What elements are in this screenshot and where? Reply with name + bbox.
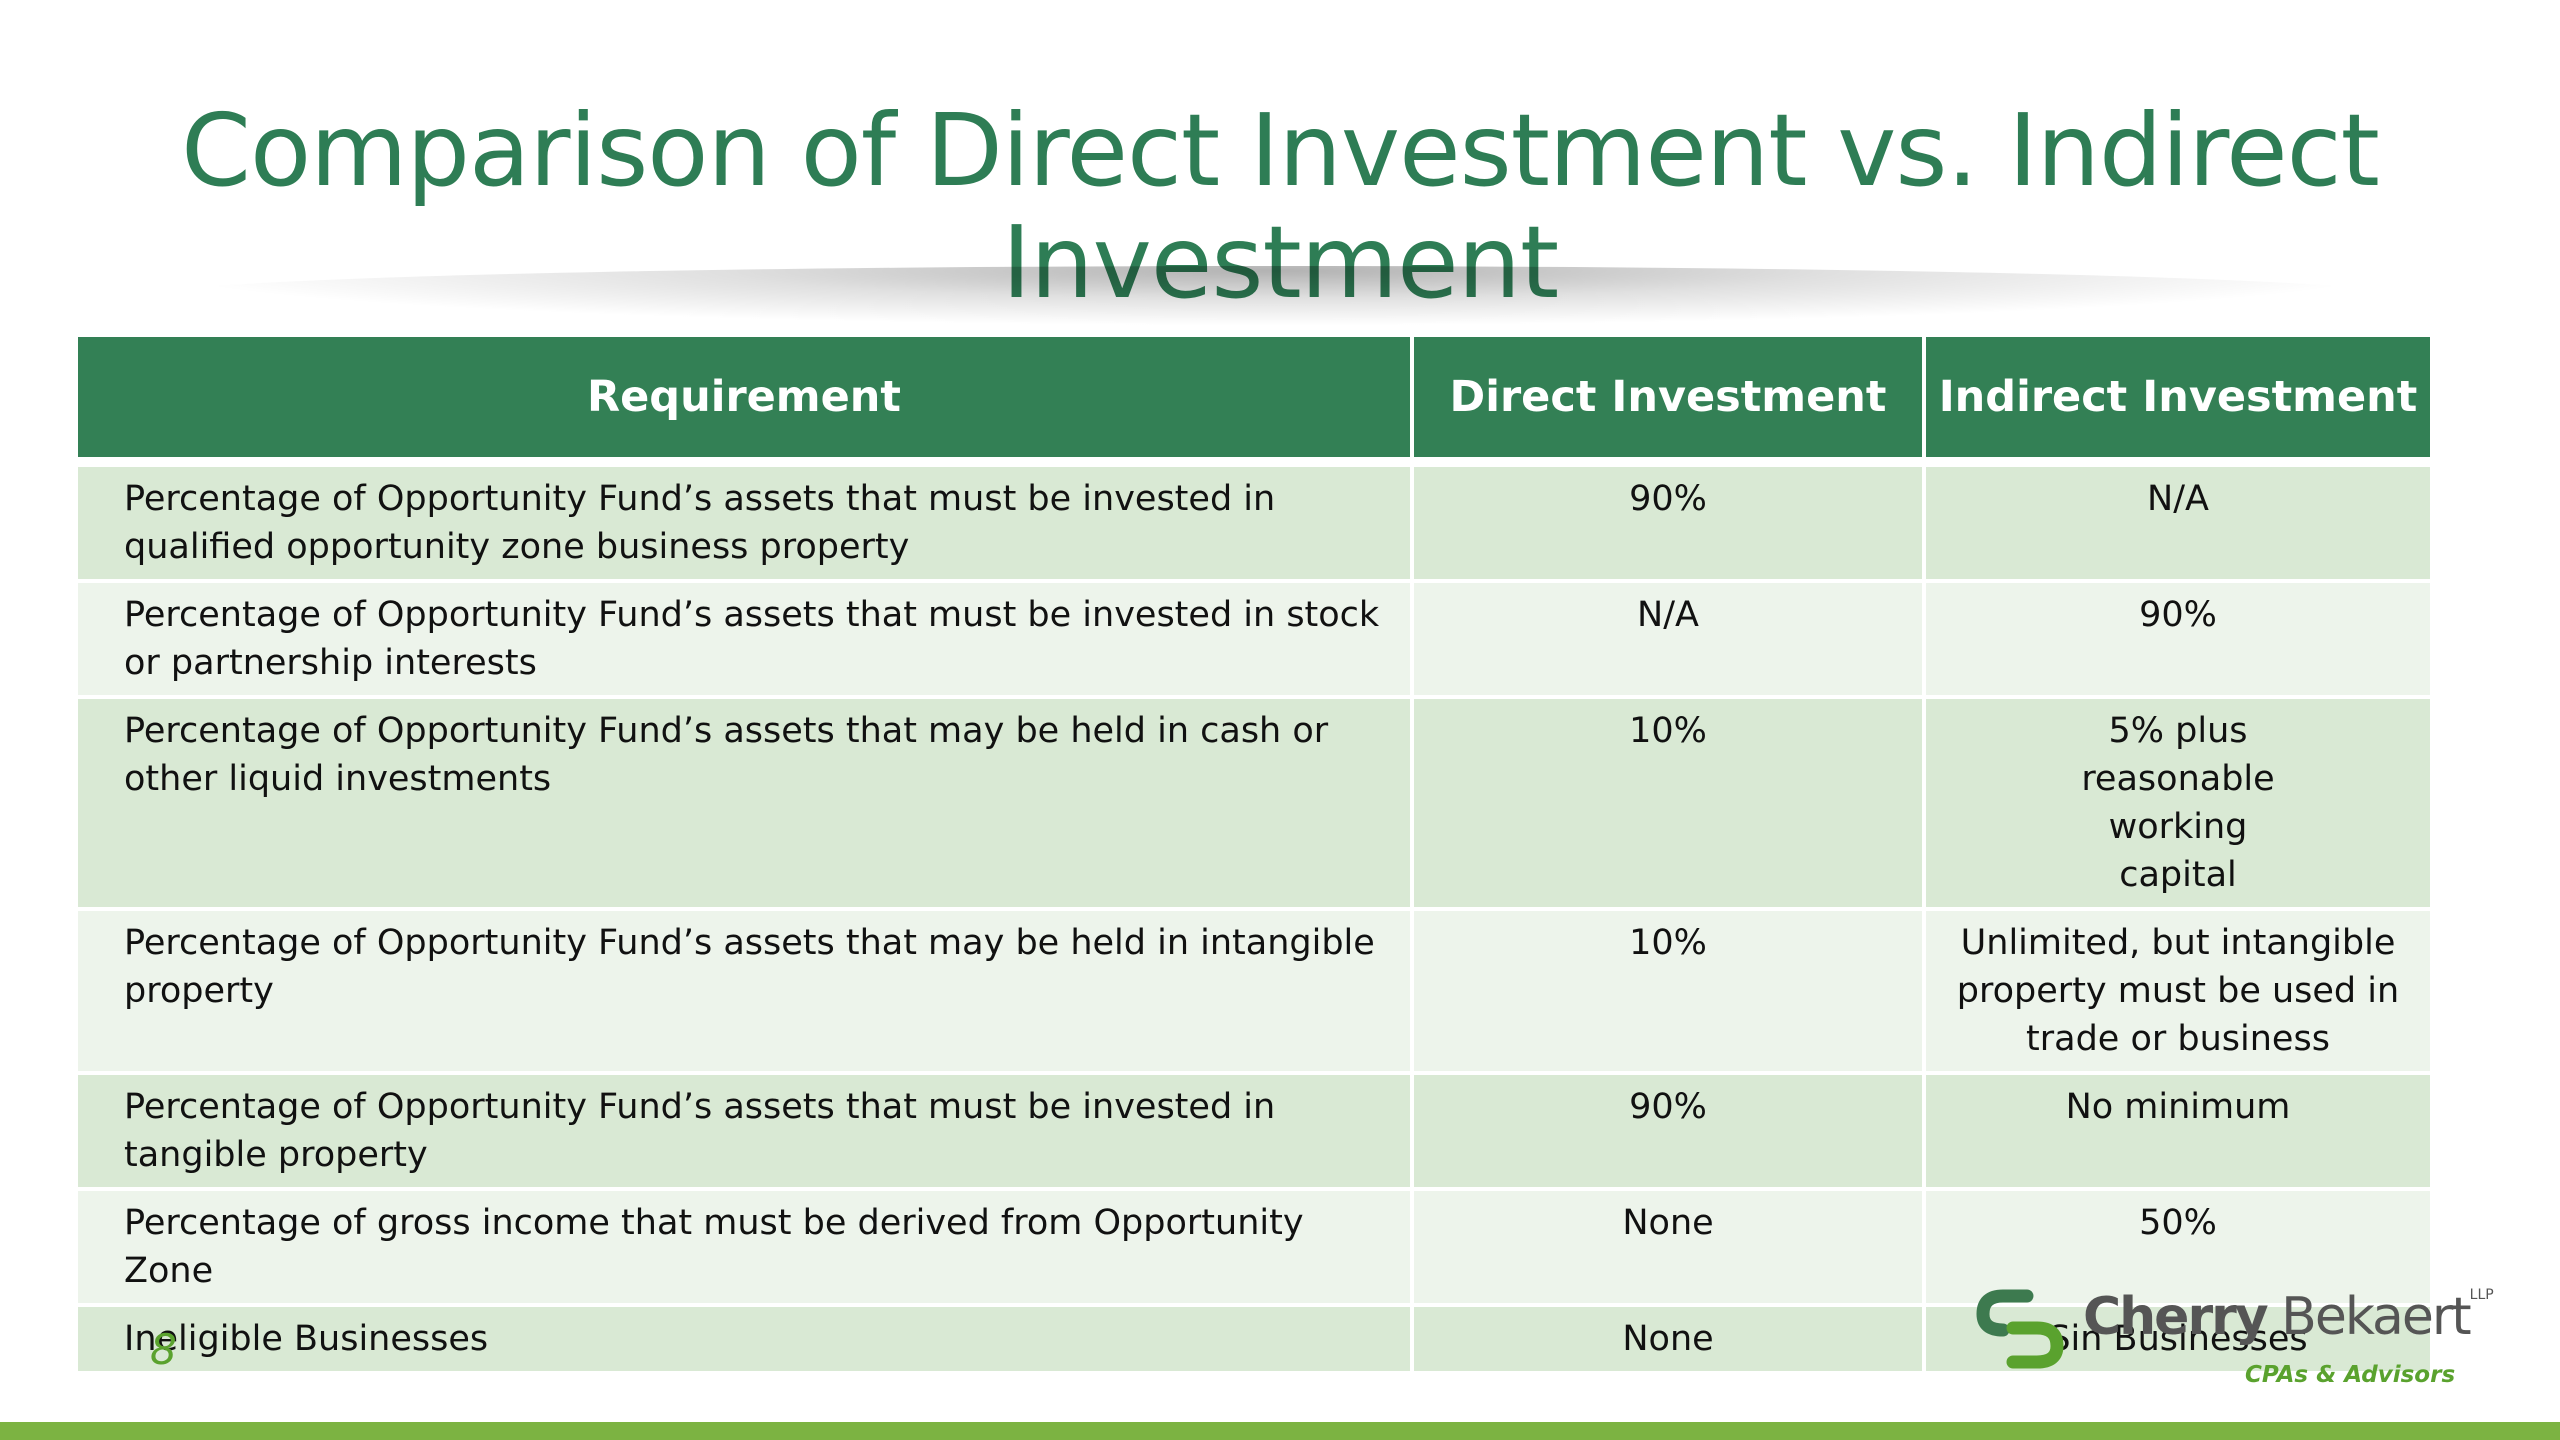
header-indirect-investment: Indirect Investment: [1926, 337, 2430, 467]
table-row: Percentage of Opportunity Fund’s assets …: [78, 583, 2430, 699]
direct-cell: 90%: [1414, 467, 1926, 583]
indirect-cell: 5% plus reasonable working capital: [1926, 699, 2430, 911]
requirement-cell: Percentage of gross income that must be …: [78, 1191, 1414, 1307]
table-row: Percentage of Opportunity Fund’s assets …: [78, 911, 2430, 1075]
slide-title: Comparison of Direct Investment vs. Indi…: [181, 92, 2380, 321]
direct-cell: N/A: [1414, 583, 1926, 699]
table-header-row: Requirement Direct Investment Indirect I…: [78, 337, 2430, 467]
indirect-cell: 50%: [1926, 1191, 2430, 1307]
requirement-cell: Percentage of Opportunity Fund’s assets …: [78, 699, 1414, 911]
indirect-cell: No minimum: [1926, 1075, 2430, 1191]
requirement-cell: Percentage of Opportunity Fund’s assets …: [78, 583, 1414, 699]
page-number: 8: [150, 1325, 177, 1374]
table-row: Percentage of Opportunity Fund’s assets …: [78, 467, 2430, 583]
requirement-cell: Ineligible Businesses: [78, 1307, 1414, 1375]
logo-suffix: LLP: [2469, 1287, 2494, 1303]
table-row: Ineligible Businesses None Sin Businesse…: [78, 1307, 2430, 1375]
header-direct-investment: Direct Investment: [1414, 337, 1926, 467]
direct-cell: 10%: [1414, 699, 1926, 911]
cherry-bekaert-logo-icon: [1976, 1289, 2064, 1369]
requirement-cell: Percentage of Opportunity Fund’s assets …: [78, 911, 1414, 1075]
indirect-cell: 90%: [1926, 583, 2430, 699]
direct-cell: 90%: [1414, 1075, 1926, 1191]
requirement-cell: Percentage of Opportunity Fund’s assets …: [78, 1075, 1414, 1191]
indirect-cell: N/A: [1926, 467, 2430, 583]
logo-tagline: CPAs & Advisors: [2245, 1362, 2456, 1388]
company-logo: Cherry BekaertLLP CPAs & Advisors: [1975, 1282, 2494, 1392]
table-row: Percentage of gross income that must be …: [78, 1191, 2430, 1307]
direct-cell: None: [1414, 1191, 1926, 1307]
header-requirement: Requirement: [78, 337, 1414, 467]
direct-cell: 10%: [1414, 911, 1926, 1075]
direct-cell: None: [1414, 1307, 1926, 1375]
title-divider-shadow: [150, 266, 2400, 326]
bottom-accent-bar: [0, 1422, 2560, 1440]
table-row: Percentage of Opportunity Fund’s assets …: [78, 699, 2430, 911]
logo-wordmark: Cherry BekaertLLP: [2083, 1287, 2494, 1347]
comparison-table: Requirement Direct Investment Indirect I…: [78, 337, 2430, 1375]
table-row: Percentage of Opportunity Fund’s assets …: [78, 1075, 2430, 1191]
requirement-cell: Percentage of Opportunity Fund’s assets …: [78, 467, 1414, 583]
logo-name-part1: Cherry: [2083, 1287, 2269, 1347]
indirect-cell: Unlimited, but intangible property must …: [1926, 911, 2430, 1075]
logo-name-part2: Bekaert: [2281, 1287, 2471, 1347]
